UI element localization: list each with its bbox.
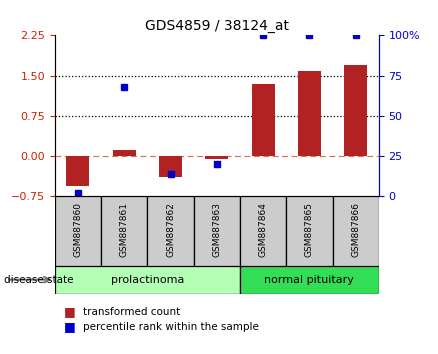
Bar [298, 72, 321, 156]
Bar [159, 156, 182, 177]
Bar [101, 196, 147, 266]
Bar [286, 196, 332, 266]
Text: transformed count: transformed count [83, 307, 180, 316]
Bar [240, 196, 286, 266]
Title: GDS4859 / 38124_at: GDS4859 / 38124_at [145, 19, 289, 33]
Bar [55, 196, 101, 266]
Text: GSM887860: GSM887860 [74, 202, 82, 257]
Text: GSM887861: GSM887861 [120, 202, 129, 257]
Text: GSM887864: GSM887864 [258, 202, 268, 257]
Text: GSM887866: GSM887866 [351, 202, 360, 257]
Bar [205, 156, 228, 159]
Text: disease state: disease state [4, 275, 74, 285]
Bar [251, 84, 275, 156]
Bar [147, 196, 194, 266]
Bar [55, 266, 240, 294]
Bar [344, 65, 367, 156]
Bar [113, 150, 136, 156]
Text: normal pituitary: normal pituitary [265, 275, 354, 285]
Text: GSM887862: GSM887862 [166, 202, 175, 257]
Bar [332, 196, 379, 266]
Text: ■: ■ [64, 305, 75, 318]
Text: GSM887865: GSM887865 [305, 202, 314, 257]
Text: prolactinoma: prolactinoma [111, 275, 184, 285]
Bar [66, 156, 89, 186]
Bar [240, 266, 379, 294]
Bar [194, 196, 240, 266]
Text: ■: ■ [64, 320, 75, 333]
Text: GSM887863: GSM887863 [212, 202, 221, 257]
Text: percentile rank within the sample: percentile rank within the sample [83, 322, 259, 332]
